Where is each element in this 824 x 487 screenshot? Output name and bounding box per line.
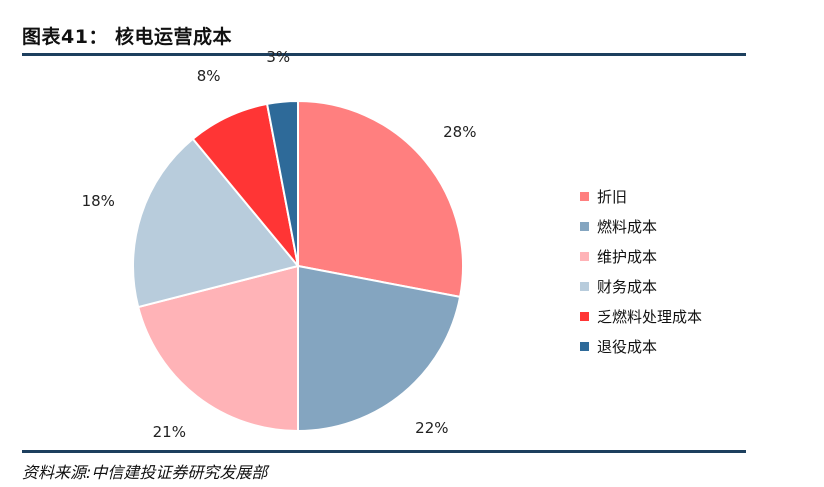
legend-item-fuel: 燃料成本 (580, 211, 702, 241)
data-label: 28% (443, 123, 476, 141)
slice-depreciation (297, 99, 464, 299)
bottom-divider (22, 450, 746, 453)
legend-label: 退役成本 (597, 337, 658, 356)
legend-item-spent-fuel: 乏燃料处理成本 (580, 301, 702, 331)
legend-swatch (580, 311, 589, 321)
legend-item-decommission: 退役成本 (580, 331, 702, 361)
legend-swatch (580, 281, 589, 291)
data-label: 22% (415, 419, 448, 437)
figure-title: 图表41： 核电运营成本 (22, 26, 233, 48)
legend-item-depreciation: 折旧 (580, 181, 702, 211)
source-note: 资料来源:中信建投证券研究发展部 (22, 463, 268, 482)
legend-swatch (580, 191, 589, 201)
legend-label: 燃料成本 (597, 217, 658, 236)
legend-swatch (580, 251, 589, 261)
data-label: 3% (266, 48, 290, 66)
slice-maintenance (136, 264, 299, 433)
data-label: 8% (197, 67, 221, 85)
legend-swatch (580, 341, 589, 351)
legend-label: 乏燃料处理成本 (597, 307, 703, 326)
legend-label: 财务成本 (597, 277, 658, 296)
legend-swatch (580, 221, 589, 231)
slice-decommission (265, 99, 299, 267)
slice-fuel (297, 264, 462, 433)
legend: 折旧 燃料成本 维护成本 财务成本 乏燃料处理成本 退役成本 (580, 181, 702, 361)
slice-finance (132, 137, 300, 309)
legend-label: 维护成本 (597, 247, 658, 266)
top-divider (22, 53, 746, 56)
legend-item-finance: 财务成本 (580, 271, 702, 301)
data-label: 21% (153, 423, 186, 441)
data-label: 18% (82, 192, 115, 210)
legend-label: 折旧 (597, 187, 628, 206)
legend-item-maintenance: 维护成本 (580, 241, 702, 271)
